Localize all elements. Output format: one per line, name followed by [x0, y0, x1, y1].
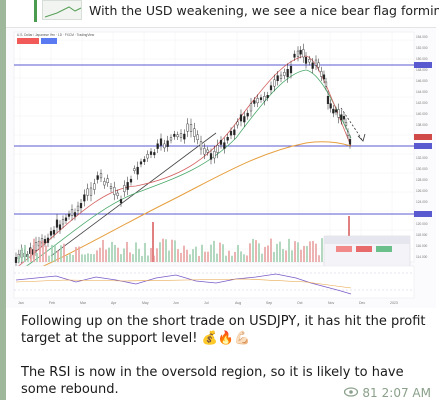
price-axis-label: 116.000: [416, 244, 428, 248]
price-axis-label: 144.000: [416, 90, 428, 94]
price-axis-label: 120.000: [416, 222, 428, 226]
time-axis-label: Jun: [173, 301, 179, 305]
support-price-tag: [414, 143, 432, 149]
last-price-tag: [414, 134, 432, 140]
price-axis-label: 140.000: [416, 112, 428, 116]
price-axis-label: 126.000: [416, 189, 428, 193]
ma-50: [15, 69, 352, 274]
message-bubble: With the USD weakening, we see a nice be…: [6, 0, 443, 400]
price-axis-label: 118.000: [416, 233, 428, 237]
reply-preview[interactable]: With the USD weakening, we see a nice be…: [20, 0, 439, 24]
reply-chart-thumbnail: [42, 0, 82, 20]
trend-line: [50, 132, 217, 257]
price-axis-label: 130.000: [416, 167, 428, 171]
sell-price-box: [17, 38, 39, 44]
message-time: 2:07 AM: [381, 386, 431, 400]
rsi-line: [15, 273, 352, 295]
ma-200: [15, 141, 352, 279]
chart-title: U.S. Dollar / Japanese Yen · 1D · FXCM ·…: [17, 33, 95, 37]
time-axis-label: Jan: [18, 301, 24, 305]
time-axis-label: Mar: [80, 301, 87, 305]
price-axis-label: 132.000: [416, 156, 428, 160]
message-meta: 81 2:07 AM: [344, 386, 431, 400]
price-axis-label: 124.000: [416, 200, 428, 204]
message-paragraph-2: The RSI is now in the oversold region, s…: [21, 365, 404, 397]
time-axis-label: 2023: [390, 301, 398, 305]
tradingview-chart-image[interactable]: 154.000 152.000 150.000 148.000 146.000 144.0…: [6, 27, 436, 308]
eye-icon: [344, 386, 359, 400]
time-axis-label: Jul: [204, 301, 209, 305]
time-axis-label: Nov: [328, 301, 334, 305]
price-axis-label: 128.000: [416, 178, 428, 182]
time-axis-label: Dec: [359, 301, 365, 305]
projection-arrow: [340, 107, 363, 141]
chart-canvas: 154.000 152.000 150.000 148.000 146.000 144.0…: [6, 28, 436, 308]
price-axis-label: 154.000: [416, 35, 428, 39]
price-axis-label: 138.000: [416, 123, 428, 127]
time-axis-label: Apr: [111, 301, 117, 305]
view-count: 81: [362, 386, 378, 400]
time-axis-label: Sep: [266, 301, 272, 305]
price-axis-label: 142.000: [416, 101, 428, 105]
time-axis-label: Aug: [235, 301, 241, 305]
price-axis-label: 152.000: [416, 46, 428, 50]
price-axis-label: 148.000: [416, 68, 428, 72]
time-axis-label: Feb: [49, 301, 55, 305]
price-axis-label: 146.000: [416, 79, 428, 83]
time-axis-label: Oct: [297, 301, 302, 305]
time-axis: Jan Feb Mar Apr May Jun Jul Aug Sep Oct Nov Dec 2023: [18, 301, 398, 305]
lower-support-price-tag: [414, 211, 432, 217]
rsi-pane: [13, 265, 415, 299]
message-paragraph-1: Following up on the short trade on USDJP…: [21, 314, 426, 346]
price-axis-label: 150.000: [416, 57, 428, 61]
reply-accent-bar: [34, 0, 37, 22]
resistance-price-tag: [414, 62, 432, 68]
message-text: Following up on the short trade on USDJP…: [21, 313, 433, 400]
time-axis-label: May: [142, 301, 149, 305]
price-axis-label: 114.000: [416, 255, 428, 259]
reply-text: With the USD weakening, we see a nice be…: [89, 3, 439, 18]
buy-price-box: [41, 38, 57, 44]
